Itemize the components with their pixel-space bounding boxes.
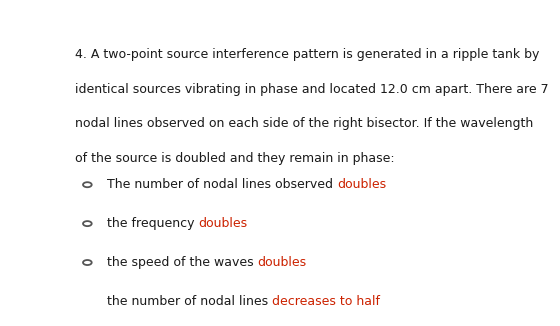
Text: of the source is doubled and they remain in phase:: of the source is doubled and they remain… (75, 152, 395, 165)
Text: decreases to half: decreases to half (272, 295, 380, 308)
Text: identical sources vibrating in phase and located 12.0 cm apart. There are 7: identical sources vibrating in phase and… (75, 82, 549, 96)
Text: the number of nodal lines: the number of nodal lines (107, 295, 272, 308)
Text: 4. A two-point source interference pattern is generated in a ripple tank by: 4. A two-point source interference patte… (75, 48, 540, 61)
Text: doubles: doubles (258, 256, 307, 269)
Text: doubles: doubles (337, 178, 386, 191)
Text: the frequency: the frequency (107, 217, 198, 230)
Text: the speed of the waves: the speed of the waves (107, 256, 258, 269)
Text: nodal lines observed on each side of the right bisector. If the wavelength: nodal lines observed on each side of the… (75, 117, 534, 130)
Text: doubles: doubles (198, 217, 248, 230)
Text: The number of nodal lines observed: The number of nodal lines observed (107, 178, 337, 191)
